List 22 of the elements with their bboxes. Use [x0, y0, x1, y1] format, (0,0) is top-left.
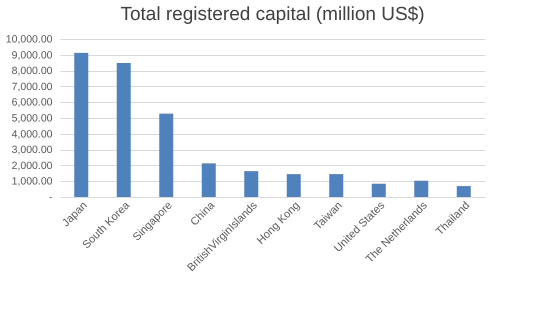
y-tick-label: 6,000.00: [12, 96, 53, 109]
y-tick-label: 7,000.00: [12, 80, 53, 93]
y-tick-label: 1,000.00: [12, 176, 53, 188]
y-tick-label: 4,000.00: [12, 128, 53, 140]
bar: [329, 174, 344, 197]
y-tick-label: 5,000.00: [12, 112, 53, 124]
bar: [456, 186, 471, 197]
bar: [414, 180, 428, 197]
bar: [159, 114, 174, 197]
y-tick-label: 2,000.00: [12, 160, 53, 172]
bar: [286, 174, 301, 197]
y-tick-label: -: [49, 192, 53, 204]
chart-title: Total registered capital (million US$): [120, 4, 425, 25]
bar: [372, 184, 386, 197]
bar: [74, 52, 88, 197]
y-tick-label: 8,000.00: [12, 65, 53, 78]
y-tick-label: 3,000.00: [12, 144, 53, 156]
bar: [202, 163, 216, 197]
bar: [244, 171, 258, 197]
y-tick-label: 10,000.00: [6, 34, 53, 46]
bar: [116, 63, 131, 197]
y-tick-label: 9,000.00: [12, 49, 53, 62]
